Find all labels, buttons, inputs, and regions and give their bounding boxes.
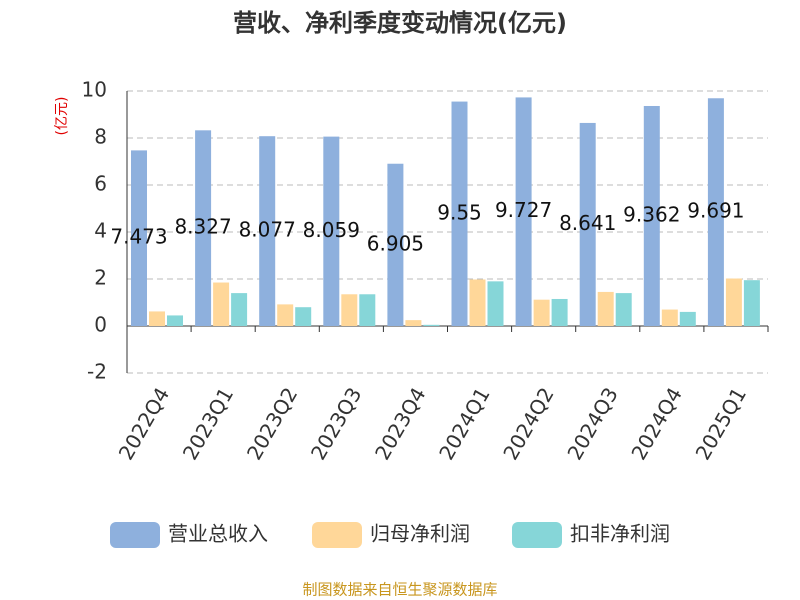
x-tick-label: 2023Q2 <box>242 383 302 464</box>
y-tick-label: 10 <box>82 78 107 102</box>
data-label: 8.077 <box>239 218 296 242</box>
bar <box>259 136 276 326</box>
bar <box>487 281 504 326</box>
bar <box>167 315 183 326</box>
x-tick-label: 2024Q3 <box>562 383 622 464</box>
legend-swatch <box>312 522 362 548</box>
bar <box>469 279 486 326</box>
y-tick-label: 0 <box>94 313 107 337</box>
legend-label: 营业总收入 <box>168 522 268 546</box>
bar <box>277 304 294 326</box>
x-tick-label: 2023Q1 <box>178 383 238 464</box>
bar <box>597 291 614 326</box>
y-tick-label: 8 <box>94 125 107 149</box>
bar <box>405 320 422 326</box>
bar <box>359 294 376 326</box>
x-tick-label: 2024Q2 <box>498 383 558 464</box>
source-note: 制图数据来自恒生聚源数据库 <box>302 581 497 599</box>
legend-swatch <box>110 522 160 548</box>
bar <box>195 130 212 326</box>
x-tick-label: 2025Q1 <box>691 383 751 464</box>
bar <box>213 282 230 326</box>
bar <box>423 324 440 326</box>
data-label: 6.905 <box>367 231 424 255</box>
y-tick-label: 2 <box>94 266 107 290</box>
data-label: 8.059 <box>303 218 360 242</box>
legend-swatch <box>512 522 562 548</box>
bar <box>725 278 742 326</box>
data-label: 9.727 <box>495 198 552 222</box>
bar <box>231 293 248 326</box>
bar <box>515 97 532 326</box>
bar <box>149 311 165 326</box>
y-tick-label: 4 <box>94 219 107 243</box>
data-label: 7.473 <box>110 225 167 249</box>
data-label: 9.362 <box>623 202 680 226</box>
bar <box>323 136 340 326</box>
bar <box>579 122 596 327</box>
data-label: 9.55 <box>437 200 482 224</box>
x-tick-label: 2024Q4 <box>626 383 686 464</box>
bar <box>643 105 660 326</box>
bar <box>661 309 678 326</box>
bar <box>387 163 404 326</box>
bar <box>551 298 568 326</box>
data-label: 8.327 <box>174 215 231 239</box>
x-tick-label: 2022Q4 <box>114 383 174 464</box>
bar <box>533 299 550 326</box>
data-label: 9.691 <box>687 199 744 223</box>
y-axis-label: (亿元) <box>54 97 70 136</box>
legend-label: 归母净利润 <box>370 522 470 546</box>
bar <box>615 293 632 326</box>
bar <box>743 280 760 326</box>
y-tick-label: -2 <box>87 360 107 384</box>
chart-title: 营收、净利季度变动情况(亿元) <box>233 9 567 37</box>
bar <box>131 150 147 326</box>
bar <box>707 98 724 326</box>
x-tick-label: 2024Q1 <box>434 383 494 464</box>
x-tick-label: 2023Q4 <box>370 383 430 464</box>
legend-label: 扣非净利润 <box>570 522 670 546</box>
x-tick-label: 2023Q3 <box>306 383 366 464</box>
bar <box>295 307 312 326</box>
bar <box>341 294 358 326</box>
data-label: 8.641 <box>559 211 616 235</box>
bar <box>451 101 468 326</box>
bar <box>679 311 696 326</box>
y-tick-label: 6 <box>94 172 107 196</box>
